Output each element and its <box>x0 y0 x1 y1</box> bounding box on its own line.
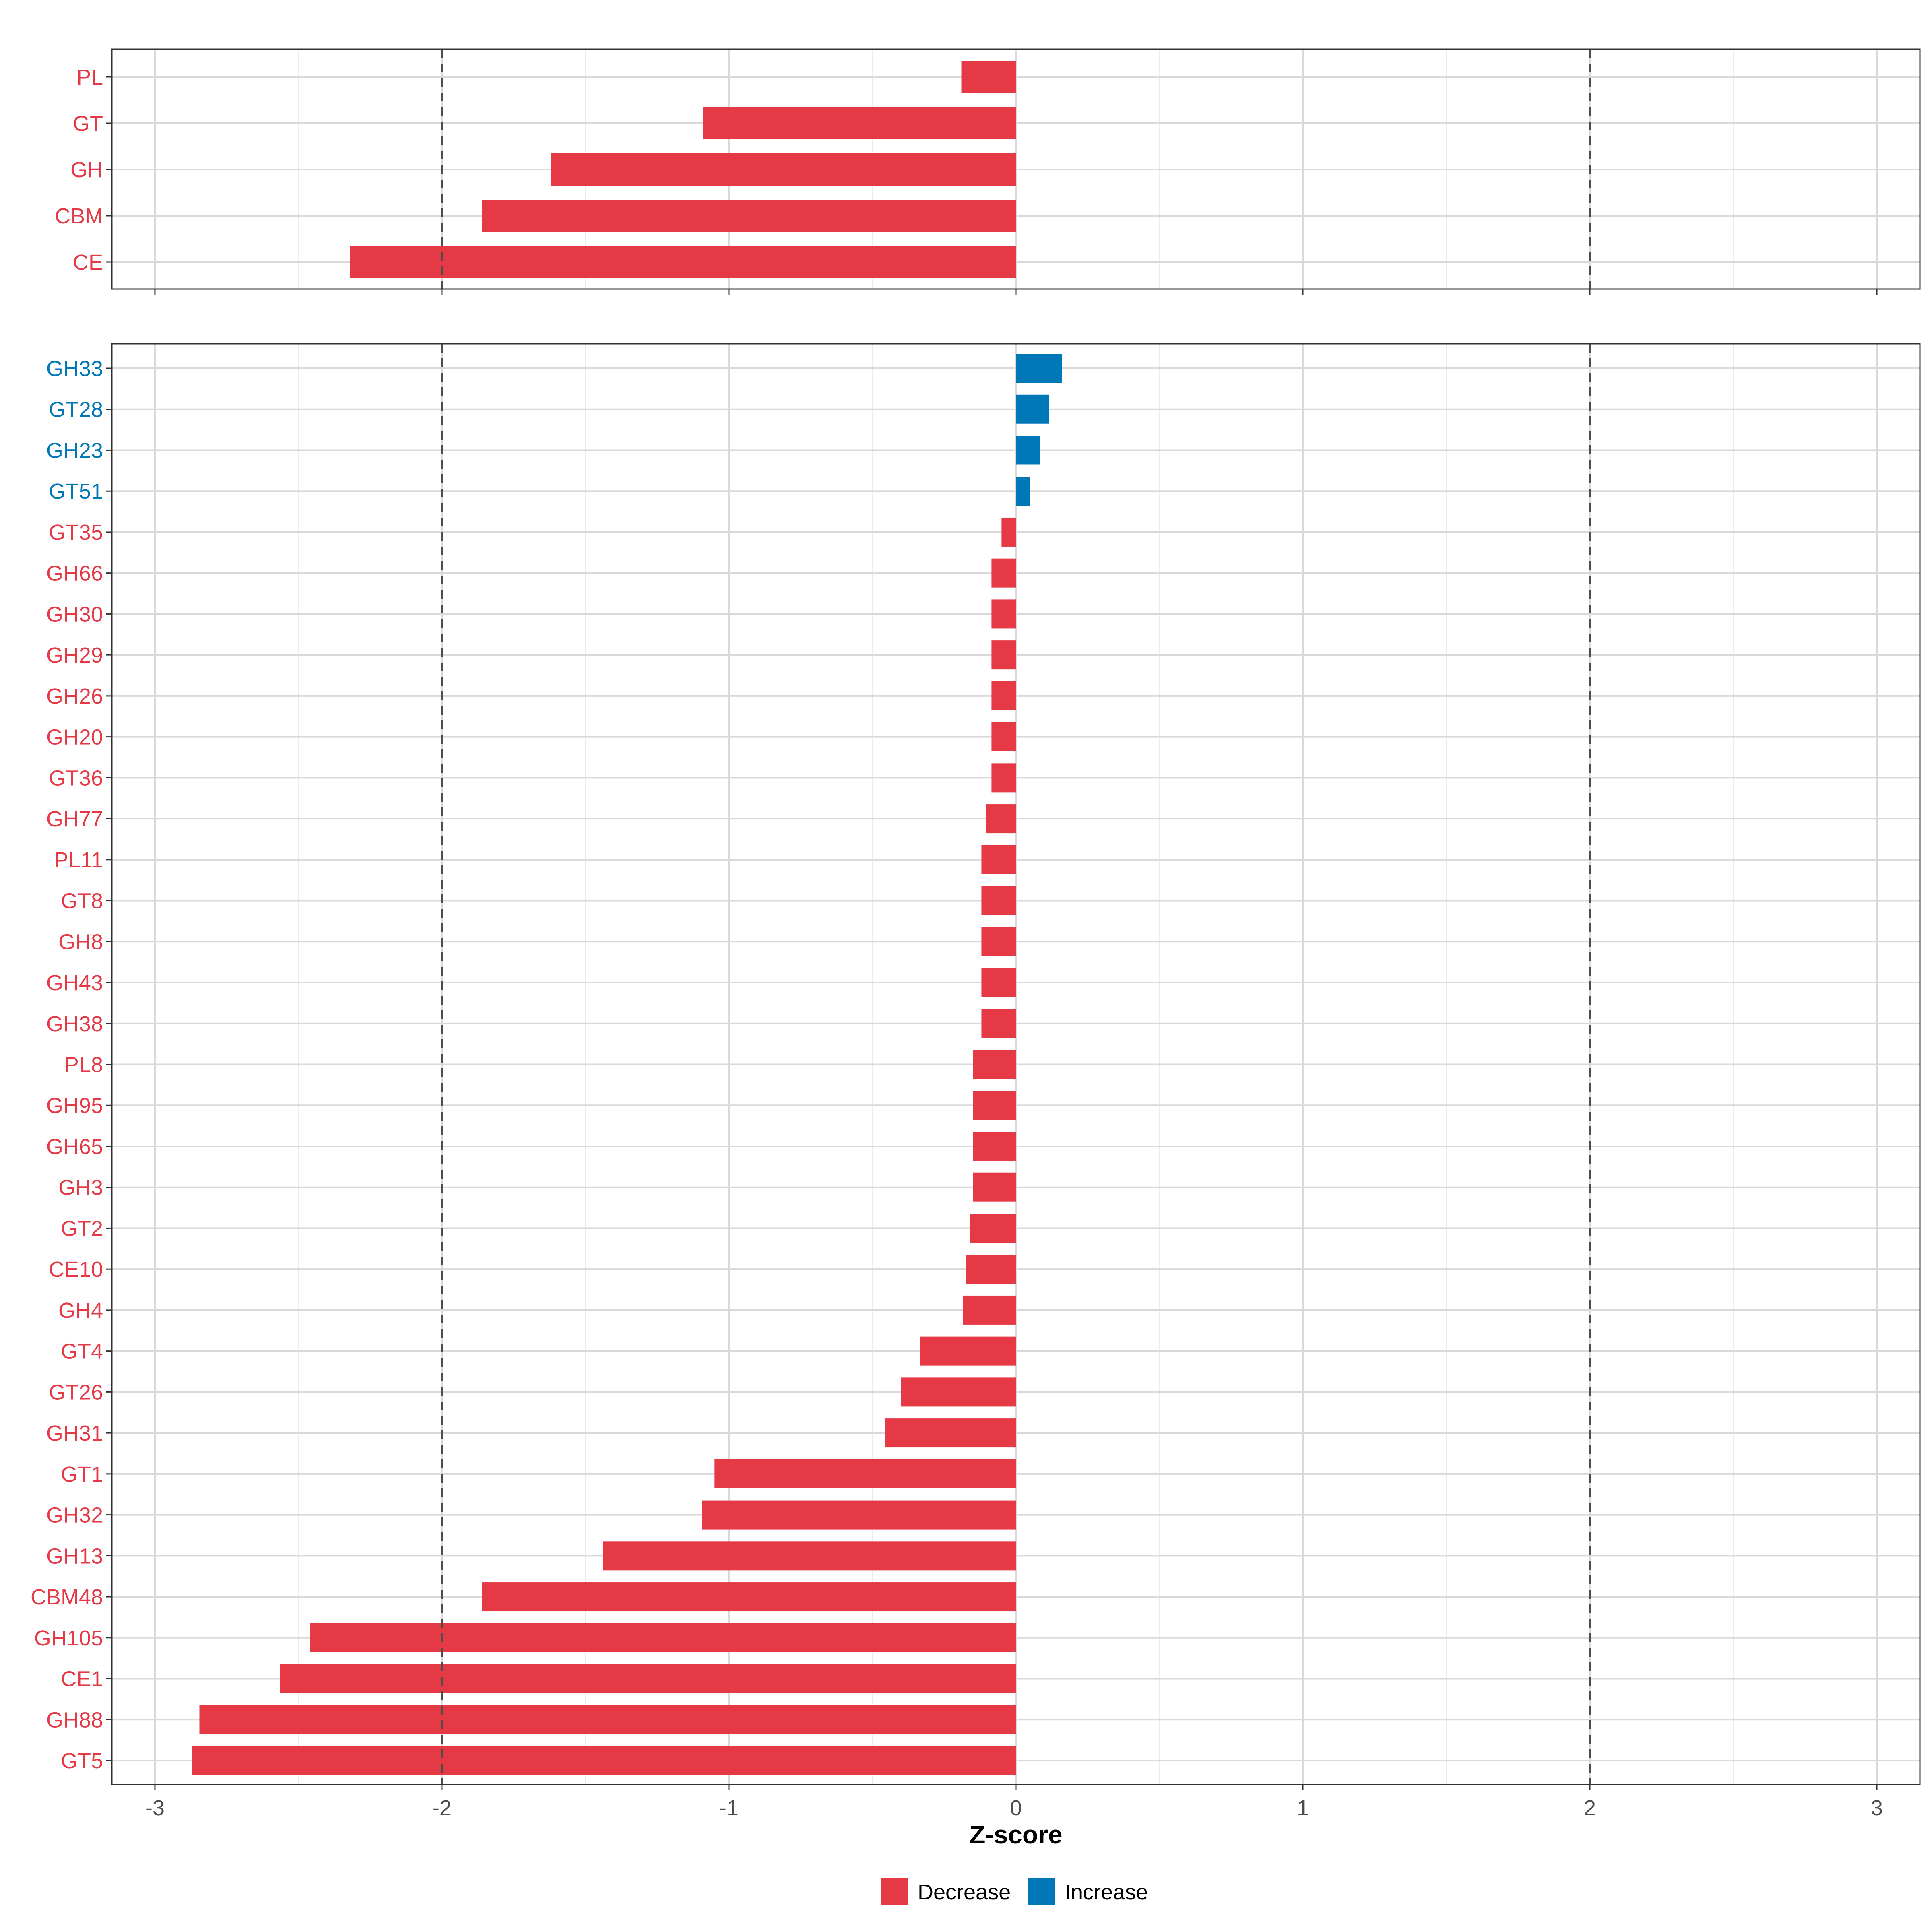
category-label-gh32: GH32 <box>46 1503 103 1527</box>
category-label-pl: PL <box>76 65 103 89</box>
bar-gt26 <box>901 1377 1016 1407</box>
category-label-gt1: GT1 <box>61 1462 103 1486</box>
legend-label-decrease: Decrease <box>918 1880 1011 1904</box>
bar-gt5 <box>192 1746 1016 1775</box>
bar-gt28 <box>1016 394 1049 424</box>
category-label-gh3: GH3 <box>58 1176 103 1200</box>
category-label-gt2: GT2 <box>61 1216 103 1241</box>
x-tick-label: 1 <box>1297 1796 1309 1820</box>
x-tick-label: 2 <box>1584 1796 1596 1820</box>
bar-gh31 <box>885 1418 1016 1448</box>
bar-gh38 <box>981 1009 1016 1038</box>
x-tick-label: -1 <box>719 1796 739 1820</box>
category-label-gh65: GH65 <box>46 1135 103 1159</box>
legend-swatch-increase <box>1028 1878 1055 1905</box>
category-label-gt36: GT36 <box>49 766 103 790</box>
bar-pl <box>961 61 1016 93</box>
category-label-gh33: GH33 <box>46 357 103 381</box>
category-label-gh29: GH29 <box>46 643 103 667</box>
panel-classes: PL GT GH CBM CE <box>55 48 1921 295</box>
category-label-gt5: GT5 <box>61 1749 103 1773</box>
bar-gh26 <box>991 681 1016 710</box>
bar-ce <box>350 246 1016 278</box>
legend: Decrease Increase <box>881 1878 1148 1905</box>
bar-gt36 <box>991 763 1016 793</box>
category-label-gt35: GT35 <box>49 520 103 545</box>
bar-gt4 <box>920 1336 1016 1366</box>
category-label-gt4: GT4 <box>61 1340 103 1364</box>
category-label-gh66: GH66 <box>46 561 103 586</box>
bar-ce1 <box>280 1664 1016 1693</box>
bar-pl8 <box>973 1050 1016 1079</box>
category-label-gh4: GH4 <box>58 1298 103 1323</box>
bar-gh65 <box>973 1131 1016 1161</box>
bar-gt <box>703 107 1016 139</box>
bar-gh <box>551 153 1016 186</box>
bar-gh29 <box>991 640 1016 670</box>
category-label-gt8: GT8 <box>61 889 103 913</box>
category-label-ce10: CE10 <box>49 1257 103 1282</box>
category-label-cbm48: CBM48 <box>31 1585 103 1609</box>
bar-gt51 <box>1016 477 1030 506</box>
category-label-pl11: PL11 <box>54 848 103 872</box>
x-tick-label: 3 <box>1871 1796 1883 1820</box>
category-label-gh20: GH20 <box>46 725 103 749</box>
bar-gh95 <box>973 1091 1016 1120</box>
x-tick-label: -2 <box>432 1796 452 1820</box>
bar-gh32 <box>702 1500 1016 1530</box>
category-label-gh13: GH13 <box>46 1544 103 1568</box>
category-label-gh: GH <box>70 158 103 182</box>
bar-pl11 <box>981 845 1016 874</box>
category-label-gh31: GH31 <box>46 1421 103 1445</box>
category-label-gh77: GH77 <box>46 807 103 831</box>
category-label-gt28: GT28 <box>49 398 103 422</box>
category-label-gh95: GH95 <box>46 1094 103 1118</box>
panel-families: GH33 GT28 GH23 GT51 GT35 GH66 GH30 GH29 GH26 GH20… <box>31 343 1921 1790</box>
category-label-gt26: GT26 <box>49 1380 103 1404</box>
bar-gh4 <box>963 1295 1016 1325</box>
category-label-gh26: GH26 <box>46 684 103 708</box>
category-label-gh38: GH38 <box>46 1012 103 1036</box>
bar-gt1 <box>714 1459 1016 1488</box>
bar-gt8 <box>981 886 1016 915</box>
legend-label-increase: Increase <box>1065 1880 1148 1904</box>
category-label-gh88: GH88 <box>46 1708 103 1732</box>
category-label-gh43: GH43 <box>46 971 103 995</box>
category-label-gt51: GT51 <box>49 479 103 504</box>
bar-gh8 <box>981 927 1016 956</box>
bar-gh23 <box>1016 436 1040 465</box>
bar-gh105 <box>310 1623 1016 1652</box>
category-label-ce1: CE1 <box>61 1667 103 1691</box>
category-label-pl8: PL8 <box>64 1053 103 1077</box>
category-label-gh23: GH23 <box>46 438 103 462</box>
bar-gh3 <box>973 1172 1016 1202</box>
bar-gh43 <box>981 968 1016 997</box>
bar-gh66 <box>991 558 1016 588</box>
category-label-gh30: GH30 <box>46 602 103 626</box>
bar-gh33 <box>1016 354 1062 383</box>
x-axis-title: Z-score <box>969 1820 1062 1849</box>
x-axis: -3 -2 -1 0 1 2 3 <box>145 1796 1883 1820</box>
bar-gh77 <box>986 804 1016 834</box>
bar-gt2 <box>970 1214 1016 1243</box>
category-label-ce: CE <box>73 250 103 275</box>
bar-gt35 <box>1001 517 1016 547</box>
category-label-gt: GT <box>73 111 103 136</box>
category-label-gh105: GH105 <box>34 1626 103 1650</box>
x-tick-label: 0 <box>1010 1796 1022 1820</box>
bar-gh13 <box>603 1541 1016 1571</box>
bar-gh88 <box>199 1705 1016 1734</box>
category-label-gh8: GH8 <box>58 930 103 954</box>
x-tick-label: -3 <box>145 1796 165 1820</box>
bar-gh30 <box>991 599 1016 629</box>
bar-cbm <box>482 200 1016 232</box>
category-label-cbm: CBM <box>55 204 103 228</box>
legend-swatch-decrease <box>881 1878 908 1905</box>
bar-ce10 <box>966 1255 1016 1284</box>
bar-gh20 <box>991 722 1016 751</box>
bar-cbm48 <box>482 1582 1016 1612</box>
